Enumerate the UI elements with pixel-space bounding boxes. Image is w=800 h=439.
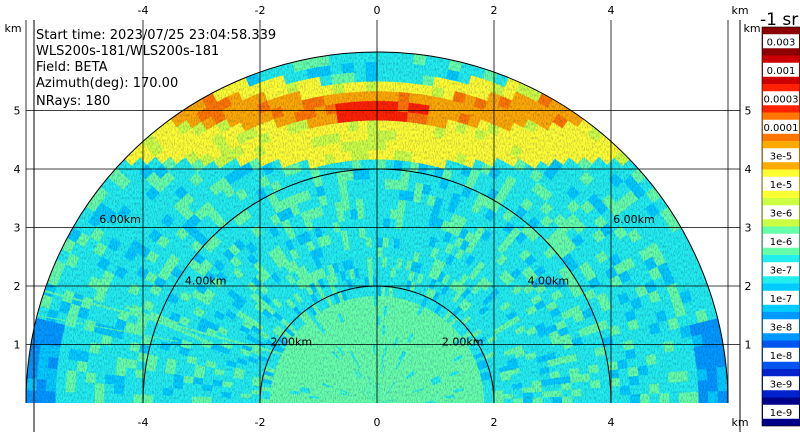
x-tick-label-top: 2: [491, 4, 498, 17]
colorbar: -1 sr 0.0030.0010.00030.00013e-51e-53e-6…: [760, 10, 800, 426]
axis-unit-label: km: [743, 22, 760, 35]
azimuth-text: Azimuth(deg): 170.00: [36, 76, 178, 91]
x-tick-label-bottom: -4: [138, 416, 149, 429]
x-tick-label-top: -2: [255, 4, 266, 17]
y-tick-label-right: 2: [745, 280, 752, 293]
y-tick-label-left: 5: [14, 105, 21, 118]
y-tick-label-right: 4: [745, 163, 752, 176]
field-text: Field: BETA: [36, 60, 108, 75]
range-ring-label: 6.00km: [99, 213, 141, 226]
y-tick-label-right: 5: [745, 105, 752, 118]
colorbar-tick-label: 3e-8: [770, 322, 793, 333]
colorbar-tick-label: 1e-5: [770, 180, 793, 191]
range-ring-label: 4.00km: [185, 274, 227, 287]
y-tick-label-right: 1: [745, 339, 752, 352]
colorbar-tick-label: 1e-9: [770, 408, 793, 419]
colorbar-tick-label: 3e-7: [770, 265, 793, 276]
colorbar-tick-label: 0.003: [767, 37, 796, 48]
x-tick-label-top: 0: [374, 4, 381, 17]
colorbar-tick-label: 1e-8: [770, 351, 793, 362]
colorbar-tick-label: 1e-7: [770, 294, 793, 305]
range-ring-label: 2.00km: [442, 336, 484, 349]
axis-unit-label: km: [4, 22, 21, 35]
y-tick-label-left: 3: [14, 222, 21, 235]
colorbar-tick-label: 0.0003: [764, 94, 799, 105]
x-tick-label-bottom: -2: [255, 416, 266, 429]
x-tick-label-top: 4: [608, 4, 615, 17]
axis-unit-label: km: [731, 416, 748, 429]
x-tick-label-bottom: 2: [491, 416, 498, 429]
range-ring-label: 6.00km: [613, 213, 655, 226]
y-tick-label-left: 1: [14, 339, 21, 352]
axis-unit-label: km: [731, 4, 748, 17]
colorbar-tick-label: 3e-9: [770, 379, 793, 390]
y-tick-label-right: 3: [745, 222, 752, 235]
nrays-text: NRays: 180: [36, 94, 110, 109]
y-tick-label-left: 4: [14, 163, 21, 176]
colorbar-tick-label: 0.0001: [764, 123, 799, 134]
colorbar-tick-label: 0.001: [767, 66, 796, 77]
colorbar-tick-label: 3e-5: [770, 151, 793, 162]
start-time-text: Start time: 2023/07/25 23:04:58.339: [36, 28, 276, 43]
colorbar-tick-label: 1e-6: [770, 237, 793, 248]
x-tick-label-bottom: 4: [608, 416, 615, 429]
x-tick-label-bottom: 0: [374, 416, 381, 429]
instrument-text: WLS200s-181/WLS200s-181: [36, 44, 219, 59]
colorbar-tick-label: 3e-6: [770, 208, 793, 219]
range-ring-label: 2.00km: [271, 336, 313, 349]
range-ring-label: 4.00km: [528, 274, 570, 287]
y-tick-label-left: 2: [14, 280, 21, 293]
x-tick-label-top: -4: [138, 4, 149, 17]
